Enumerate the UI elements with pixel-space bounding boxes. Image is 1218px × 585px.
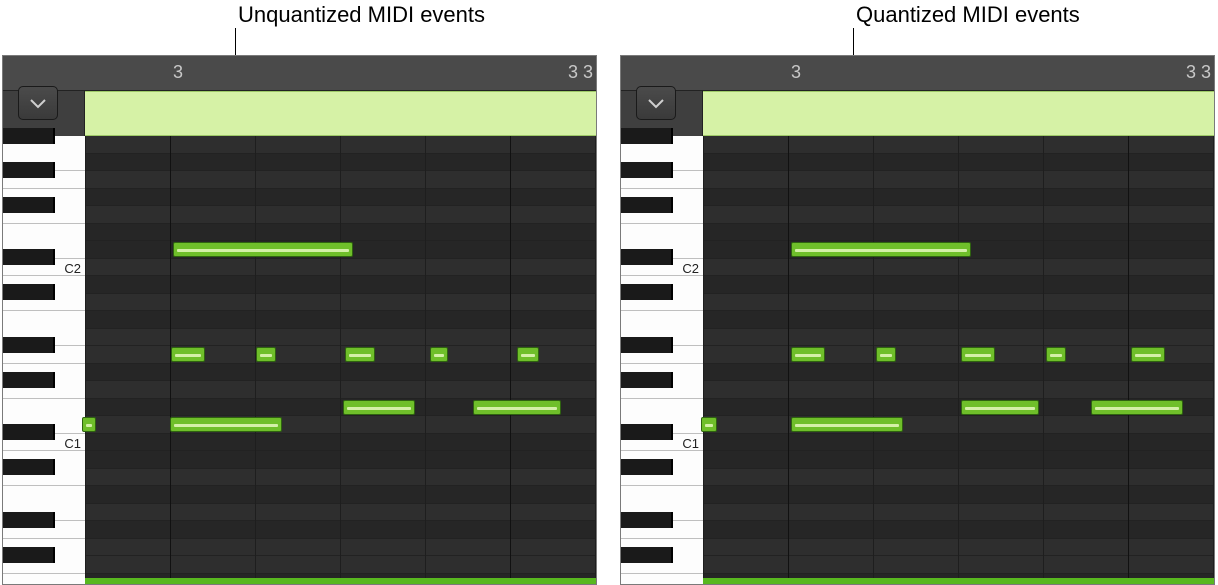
white-key[interactable] (621, 574, 703, 585)
grid-vline (873, 136, 874, 584)
view-menu-button[interactable] (18, 86, 58, 120)
black-key[interactable] (3, 372, 55, 388)
grid-vline (510, 136, 511, 584)
key-label: C1 (64, 436, 81, 451)
midi-note[interactable] (173, 242, 353, 257)
timeline-ruler[interactable]: 3 3 3 (3, 56, 596, 91)
midi-note[interactable] (82, 417, 96, 432)
callout-left: Unquantized MIDI events (238, 2, 485, 28)
grid-vline (85, 136, 86, 584)
midi-note[interactable] (171, 347, 205, 362)
midi-note[interactable] (473, 400, 561, 415)
black-key[interactable] (3, 284, 55, 300)
chevron-down-icon (647, 97, 665, 109)
ruler-label: 3 (791, 62, 801, 83)
black-key[interactable] (3, 249, 55, 265)
key-label: C2 (64, 261, 81, 276)
black-key[interactable] (3, 128, 55, 144)
black-key[interactable] (621, 424, 673, 440)
midi-note[interactable] (170, 417, 282, 432)
piano-keys[interactable]: C2C1C0 (621, 136, 703, 584)
piano-keys[interactable]: C2C1C0 (3, 136, 85, 584)
ruler-label: 3 3 (1186, 62, 1211, 83)
grid-vline (958, 136, 959, 584)
key-label: C2 (682, 261, 699, 276)
black-key[interactable] (621, 128, 673, 144)
black-key[interactable] (3, 459, 55, 475)
region-bottom-strip (703, 578, 1214, 584)
midi-note[interactable] (701, 417, 717, 432)
piano-roll-panel-right: 3 3 3 C2C1C0 (620, 55, 1215, 585)
piano-roll-panel-left: 3 3 3 C2C1C0 (2, 55, 597, 585)
key-label: C1 (682, 436, 699, 451)
ruler-label: 3 (173, 62, 183, 83)
region-strip[interactable] (703, 91, 1214, 136)
black-key[interactable] (621, 284, 673, 300)
black-key[interactable] (3, 337, 55, 353)
grid-vline (703, 136, 704, 584)
black-key[interactable] (621, 459, 673, 475)
black-key[interactable] (621, 512, 673, 528)
black-key[interactable] (3, 424, 55, 440)
black-key[interactable] (3, 547, 55, 563)
black-key[interactable] (621, 197, 673, 213)
view-menu-button[interactable] (636, 86, 676, 120)
black-key[interactable] (621, 337, 673, 353)
midi-note[interactable] (517, 347, 539, 362)
midi-note[interactable] (1091, 400, 1183, 415)
midi-note[interactable] (345, 347, 375, 362)
midi-note[interactable] (961, 347, 995, 362)
black-key[interactable] (621, 547, 673, 563)
region-bottom-strip (85, 578, 596, 584)
note-grid[interactable] (85, 136, 596, 584)
midi-note[interactable] (1046, 347, 1066, 362)
ruler-label: 3 3 (568, 62, 593, 83)
midi-note[interactable] (876, 347, 896, 362)
midi-note[interactable] (791, 242, 971, 257)
black-key[interactable] (3, 512, 55, 528)
grid-vline (1213, 136, 1214, 584)
grid-vline (425, 136, 426, 584)
midi-note[interactable] (961, 400, 1039, 415)
midi-note[interactable] (343, 400, 415, 415)
black-key[interactable] (621, 162, 673, 178)
black-key[interactable] (3, 197, 55, 213)
black-key[interactable] (3, 162, 55, 178)
grid-vline (340, 136, 341, 584)
grid-vline (1128, 136, 1129, 584)
timeline-ruler[interactable]: 3 3 3 (621, 56, 1214, 91)
midi-note[interactable] (430, 347, 448, 362)
chevron-down-icon (29, 97, 47, 109)
grid-vline (788, 136, 789, 584)
black-key[interactable] (621, 249, 673, 265)
midi-note[interactable] (791, 347, 825, 362)
white-key[interactable] (3, 574, 85, 585)
region-strip[interactable] (85, 91, 596, 136)
callout-right: Quantized MIDI events (856, 2, 1080, 28)
black-key[interactable] (621, 372, 673, 388)
midi-note[interactable] (1131, 347, 1165, 362)
midi-note[interactable] (791, 417, 903, 432)
grid-vline (595, 136, 596, 584)
midi-note[interactable] (256, 347, 276, 362)
grid-vline (1043, 136, 1044, 584)
note-grid[interactable] (703, 136, 1214, 584)
